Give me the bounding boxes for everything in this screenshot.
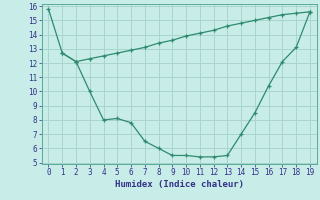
X-axis label: Humidex (Indice chaleur): Humidex (Indice chaleur) [115, 180, 244, 189]
